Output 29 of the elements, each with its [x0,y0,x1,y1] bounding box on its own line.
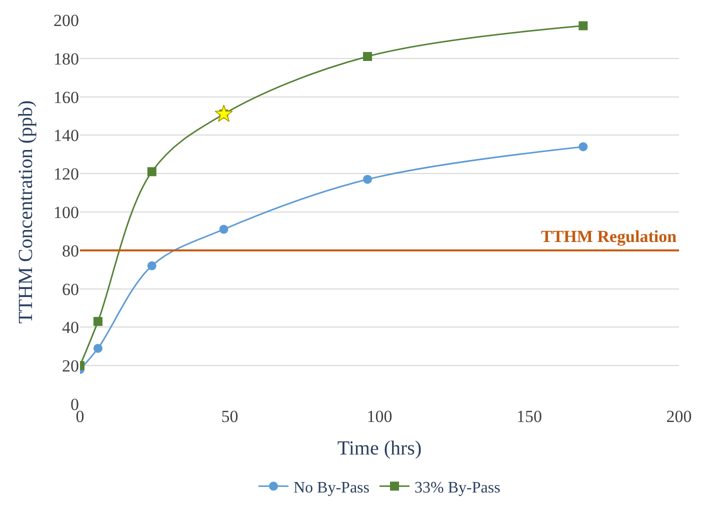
y-axis-title: TTHM Concentration (ppb) [15,100,37,324]
point [219,224,228,234]
point [363,174,372,184]
point [147,167,156,176]
y-tick-label: 80 [62,241,79,260]
y-tick-label: 40 [62,318,79,338]
y-tick-label: 160 [54,88,79,107]
point [147,261,156,270]
point [214,104,233,122]
point [578,142,588,152]
point [578,21,588,30]
point [363,52,372,61]
legend-label: 33% By-Pass [414,479,500,496]
legend-label: No By-Pass [294,479,370,496]
y-tick-label: 180 [54,49,79,68]
point [93,316,102,326]
y-tick-label: 140 [54,126,79,146]
y-tick-label: 100 [54,202,79,222]
x-tick-label: 50 [221,407,238,426]
y-tick-label: 60 [62,280,79,299]
x-tick-label: 100 [366,407,392,426]
y-tick-label: 20 [62,356,79,376]
y-tick-label: 200 [54,10,79,30]
y-tick-label: 120 [54,164,79,184]
ref-line-label: TTHM Regulation [541,227,678,246]
x-tick-label: 150 [516,407,542,426]
point [93,344,102,353]
x-tick-label: 200 [666,407,692,426]
x-axis-title: Time (hrs) [337,438,422,460]
